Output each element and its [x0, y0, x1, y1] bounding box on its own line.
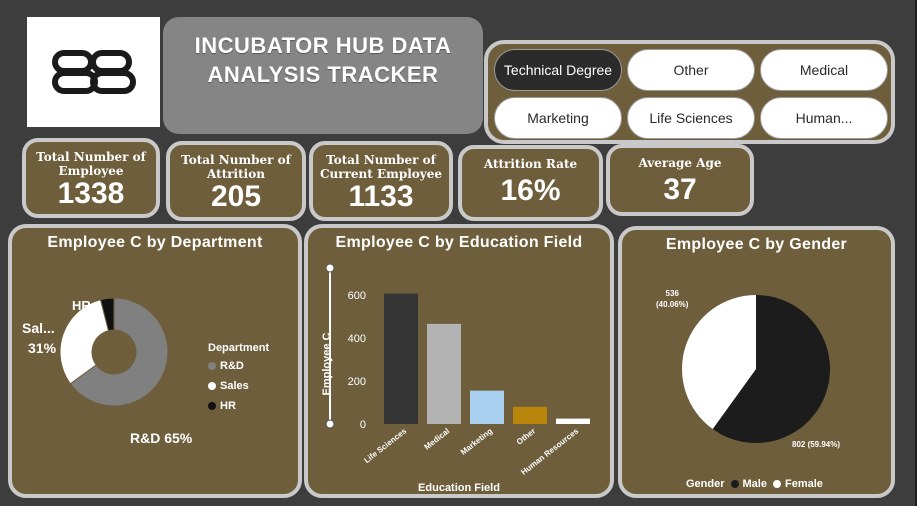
kpi-label: Total Number of Current Employee	[319, 153, 443, 181]
range-slider-top-handle[interactable]	[325, 263, 335, 273]
dept-label-rd: R&D 65%	[130, 430, 193, 446]
legend-dot-icon	[208, 402, 216, 410]
x-tick-label: Medical	[423, 426, 452, 451]
legend-item-rd[interactable]: R&D	[208, 360, 269, 372]
dept-label-hr: HR 4%	[72, 298, 91, 330]
legend-label: Sales	[220, 380, 249, 392]
kpi-attrition-rate: Attrition Rate 16%	[458, 145, 603, 221]
y-tick-label: 400	[348, 333, 366, 345]
slicer-option-medical[interactable]: Medical	[760, 49, 888, 91]
slicer-option-technical-degree[interactable]: Technical Degree	[494, 49, 622, 91]
legend-dot-icon	[772, 480, 781, 488]
kpi-total-attrition: Total Number of Attrition 205	[166, 141, 306, 221]
y-tick-label: 0	[360, 419, 366, 431]
x-tick-label: Marketing	[459, 426, 494, 456]
female-count: 536	[665, 289, 679, 298]
kpi-value: 1338	[57, 177, 125, 210]
slicer-option-life-sciences[interactable]: Life Sciences	[627, 97, 755, 139]
dept-label-sales-pct: 31%	[28, 340, 57, 356]
chart-title: Employee C by Department	[47, 234, 263, 251]
bar-life-sciences[interactable]	[384, 293, 418, 424]
chart-title: Employee C by Education Field	[335, 234, 583, 251]
kpi-value: 16%	[500, 174, 561, 207]
female-data-label: 536 (40.06%)	[656, 288, 688, 310]
pie-slice-male[interactable]	[712, 295, 830, 443]
bar-other[interactable]	[513, 406, 547, 424]
title-line-1: INCUBATOR HUB DATA	[194, 33, 452, 58]
education-chart-panel: Employee C by Education Field 0 200 400 600…	[304, 224, 614, 498]
legend-label: Female	[784, 478, 823, 490]
gender-pie-chart	[682, 295, 830, 443]
legend-label: Male	[742, 478, 767, 490]
bb-logo-icon	[51, 50, 136, 94]
dept-label-hr-pct: 4%	[72, 314, 91, 329]
slicer-option-human-resources[interactable]: Human...	[760, 97, 888, 139]
slicer-option-marketing[interactable]: Marketing	[494, 97, 622, 139]
gender-chart-panel: Employee C by Gender 536 (40.06%) 802 (5…	[618, 226, 895, 498]
department-donut-chart	[59, 297, 169, 407]
female-pct: (40.06%)	[656, 300, 689, 309]
legend-item-male[interactable]: Male	[730, 478, 767, 490]
legend-title: Department	[208, 342, 270, 354]
department-legend: Department R&D Sales HR	[208, 342, 269, 412]
kpi-current-employee: Total Number of Current Employee 1133	[309, 141, 453, 221]
donut-slice-sales[interactable]	[59, 299, 110, 385]
bar-human-resources[interactable]	[556, 418, 590, 424]
kpi-label: Total Number of Attrition	[181, 153, 291, 181]
dept-label-sales-text: Sal...	[22, 320, 55, 336]
x-axis-label: Education Field	[418, 482, 500, 494]
kpi-value: 37	[663, 173, 697, 206]
pie-slice-female[interactable]	[682, 295, 756, 430]
logo	[27, 17, 160, 127]
kpi-label: Total Number of Employee	[36, 150, 146, 178]
dept-label-sales: Sal... 31%	[22, 318, 56, 358]
dashboard-title: INCUBATOR HUB DATA ANALYSIS TRACKER	[163, 17, 483, 134]
dept-label-hr-text: HR	[72, 298, 91, 313]
title-line-2: ANALYSIS TRACKER	[207, 62, 439, 87]
department-chart-panel: Employee C by Department HR 4% Sal... 31…	[8, 224, 302, 498]
legend-label: HR	[220, 400, 236, 412]
range-slider-bottom-handle[interactable]	[325, 419, 335, 429]
legend-dot-icon	[208, 362, 216, 370]
legend-item-sales[interactable]: Sales	[208, 380, 269, 392]
x-tick-label: Life Sciences	[362, 426, 408, 465]
education-field-slicer: Technical Degree Other Medical Marketing…	[484, 40, 895, 144]
legend-item-hr[interactable]: HR	[208, 400, 269, 412]
kpi-value: 1133	[348, 180, 414, 213]
bar-marketing[interactable]	[470, 390, 504, 424]
legend-dot-icon	[208, 382, 216, 390]
y-tick-label: 600	[348, 290, 366, 302]
kpi-label: Attrition Rate	[483, 157, 578, 171]
bar-medical[interactable]	[427, 323, 461, 424]
gender-legend: Gender Male Female	[686, 478, 823, 490]
male-data-label: 802 (59.94%)	[792, 440, 841, 449]
legend-title: Gender	[686, 478, 725, 490]
kpi-label: Average Age	[638, 156, 722, 170]
kpi-average-age: Average Age 37	[606, 144, 754, 216]
slicer-option-other[interactable]: Other	[627, 49, 755, 91]
donut-slice-hr[interactable]	[99, 297, 115, 332]
donut-slice-rd[interactable]	[69, 297, 169, 407]
legend-item-female[interactable]: Female	[772, 478, 823, 490]
x-tick-label: Other	[515, 426, 537, 446]
legend-dot-icon	[730, 480, 739, 488]
y-axis-label: Employee C	[321, 332, 333, 396]
chart-title: Employee C by Gender	[665, 236, 848, 253]
education-bar-chart: 0 200 400 600 Life Sciences Medical Marketing O…	[325, 263, 590, 477]
y-tick-label: 200	[348, 376, 366, 388]
kpi-total-employee: Total Number of Employee 1338	[22, 138, 160, 218]
kpi-value: 205	[210, 180, 262, 213]
legend-label: R&D	[220, 360, 244, 372]
